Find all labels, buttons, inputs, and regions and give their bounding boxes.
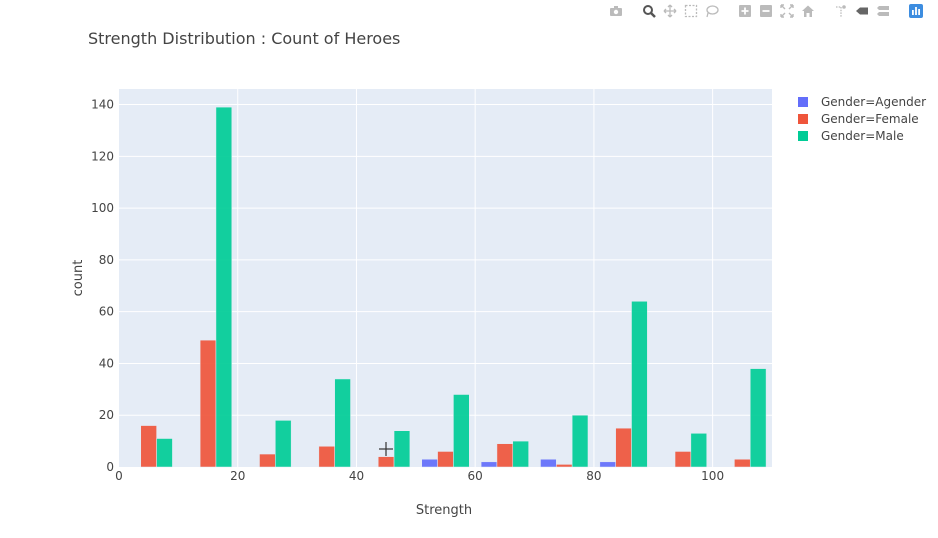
pan-icon[interactable] <box>660 2 680 20</box>
bar[interactable] <box>140 425 157 468</box>
bar[interactable] <box>734 458 751 468</box>
legend-entry[interactable]: Gender=Female <box>821 112 919 126</box>
bar[interactable] <box>215 106 233 468</box>
legend-swatch[interactable] <box>798 114 808 124</box>
legend: Gender=Agender Gender=Female Gender=Male <box>798 95 926 143</box>
y-axis-label: count <box>71 260 86 297</box>
home-icon[interactable] <box>798 2 818 20</box>
legend-swatch[interactable] <box>798 97 808 107</box>
bar[interactable] <box>437 451 454 468</box>
hover-compare-icon[interactable] <box>873 2 893 20</box>
modebar <box>605 1 926 21</box>
x-tick-label: 60 <box>468 469 483 483</box>
x-tick-labels: 0 20 40 60 80 100 <box>115 469 724 483</box>
y-tick-label: 140 <box>91 98 114 112</box>
y-tick-label: 40 <box>99 356 114 370</box>
hover-closest-icon[interactable] <box>852 2 872 20</box>
legend-entry[interactable]: Gender=Male <box>821 129 904 143</box>
camera-icon[interactable] <box>606 2 626 20</box>
bar[interactable] <box>599 461 616 468</box>
x-tick-label: 20 <box>230 469 245 483</box>
bar[interactable] <box>199 339 217 468</box>
legend-swatch[interactable] <box>798 131 808 141</box>
y-tick-label: 120 <box>91 149 114 163</box>
bar[interactable] <box>631 301 648 468</box>
bar[interactable] <box>334 378 351 468</box>
bar[interactable] <box>512 440 529 468</box>
bars <box>140 106 767 468</box>
bar[interactable] <box>275 420 292 468</box>
bar[interactable] <box>556 464 573 468</box>
y-tick-label: 0 <box>106 460 114 474</box>
y-tick-label: 20 <box>99 408 114 422</box>
bar[interactable] <box>453 394 470 468</box>
y-tick-label: 100 <box>91 201 114 215</box>
chart-title: Strength Distribution : Count of Heroes <box>88 29 400 48</box>
zoom-icon[interactable] <box>639 2 659 20</box>
spike-lines-icon[interactable] <box>831 2 851 20</box>
box-select-icon[interactable] <box>681 2 701 20</box>
bar[interactable] <box>674 451 692 468</box>
x-tick-label: 80 <box>586 469 601 483</box>
x-tick-label: 40 <box>349 469 364 483</box>
bar[interactable] <box>571 414 589 468</box>
zoom-in-icon[interactable] <box>735 2 755 20</box>
legend-entry[interactable]: Gender=Agender <box>821 95 926 109</box>
bar[interactable] <box>259 453 276 468</box>
autoscale-icon[interactable] <box>777 2 797 20</box>
x-tick-label: 0 <box>115 469 123 483</box>
y-tick-label: 60 <box>99 305 114 319</box>
plotly-logo-icon[interactable] <box>906 2 926 20</box>
bar[interactable] <box>749 368 767 468</box>
bar[interactable] <box>690 433 707 468</box>
bar[interactable] <box>540 458 557 468</box>
zoom-out-icon[interactable] <box>756 2 776 20</box>
bar[interactable] <box>156 438 173 468</box>
bar[interactable] <box>421 458 438 468</box>
y-tick-label: 80 <box>99 253 114 267</box>
x-axis-label: Strength <box>416 503 472 518</box>
crosshair-cursor-icon <box>379 442 393 456</box>
lasso-icon[interactable] <box>702 2 722 20</box>
x-tick-label: 100 <box>701 469 724 483</box>
bar[interactable] <box>377 456 395 468</box>
bar[interactable] <box>480 461 498 468</box>
bar[interactable] <box>496 443 514 468</box>
y-tick-labels: 0 20 40 60 80 100 120 140 <box>91 98 114 474</box>
bar[interactable] <box>393 430 411 468</box>
bar[interactable] <box>615 427 632 468</box>
bar[interactable] <box>318 446 335 468</box>
